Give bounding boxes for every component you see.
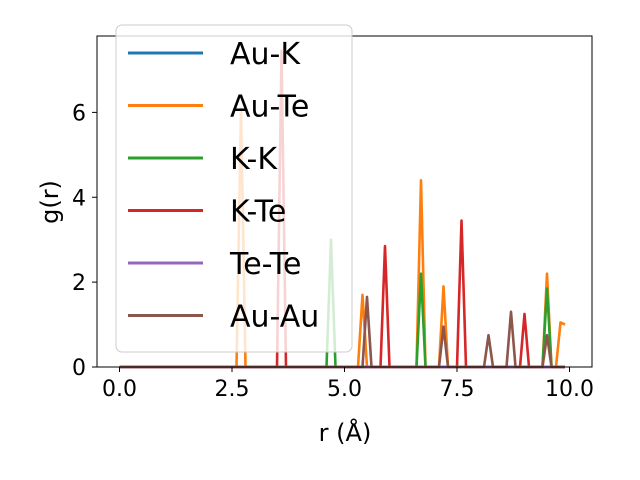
x-tick-label: 7.5 [440,377,475,402]
y-axis-label: g(r) [36,180,64,224]
x-axis-label: r (Å) [319,418,372,447]
y-tick-label: 4 [72,186,86,211]
legend-label-au-k: Au-K [230,37,301,72]
series-line-au-au [119,295,565,369]
x-tick-label: 0.0 [102,377,137,402]
x-tick-label: 5.0 [327,377,362,402]
x-axis: 0.0 2.5 5.0 7.5 10.0 [102,367,594,402]
y-tick-label: 2 [72,271,86,296]
x-tick-label: 10.0 [545,377,594,402]
legend: Au-K Au-Te K-K K-Te Te-Te Au-Au [115,24,353,353]
legend-label-k-te: K-Te [230,195,286,230]
legend-label-au-te: Au-Te [230,90,309,125]
legend-label-k-k: K-K [230,142,278,177]
y-tick-label: 0 [72,356,86,381]
y-axis: 0 2 4 6 [72,101,97,381]
legend-label-te-te: Te-Te [229,247,301,282]
x-tick-label: 2.5 [215,377,250,402]
y-tick-label: 6 [72,101,86,126]
legend-label-au-au: Au-Au [230,300,319,335]
